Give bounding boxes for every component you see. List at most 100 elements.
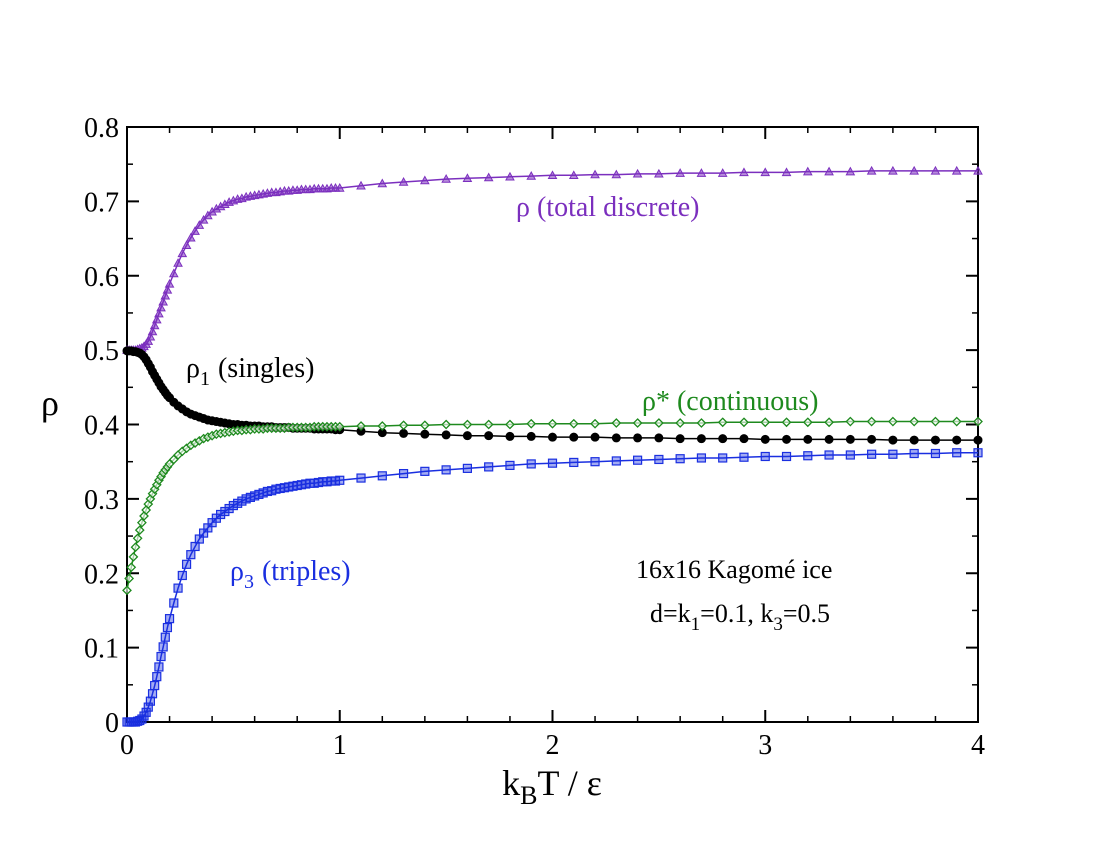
data-point	[335, 475, 345, 485]
y-tick-label: 0.5	[84, 336, 119, 367]
data-point	[398, 468, 409, 479]
data-point	[377, 178, 388, 188]
data-point	[181, 240, 192, 249]
data-point	[177, 248, 188, 258]
data-point	[134, 525, 145, 536]
data-point	[909, 435, 919, 445]
data-point	[781, 451, 792, 462]
data-point	[760, 417, 771, 428]
data-point	[611, 418, 622, 428]
data-point	[611, 456, 621, 466]
data-point	[124, 573, 135, 584]
data-point	[717, 168, 728, 177]
x-axis-title-main: k	[502, 763, 520, 803]
data-point	[930, 165, 941, 175]
data-point	[334, 421, 345, 432]
data-point	[484, 431, 494, 441]
data-point	[462, 463, 472, 473]
data-point	[867, 434, 877, 444]
data-point	[158, 296, 169, 306]
y-tick-label: 0.1	[84, 634, 119, 665]
data-point	[590, 457, 600, 467]
data-point	[824, 166, 834, 176]
data-point	[399, 428, 409, 438]
data-point	[168, 268, 179, 278]
data-point	[909, 448, 919, 459]
data-point	[760, 451, 770, 462]
data-point	[154, 662, 164, 672]
data-point	[420, 429, 430, 439]
y-tick-label: 0.8	[84, 113, 119, 144]
data-point	[675, 418, 686, 428]
data-point	[888, 435, 898, 445]
data-point	[951, 165, 962, 175]
data-point	[803, 451, 813, 461]
data-point	[888, 449, 898, 459]
series-line	[126, 420, 978, 591]
data-point	[420, 175, 430, 185]
x-tick-label: 4	[971, 730, 985, 761]
data-point	[154, 308, 164, 318]
data-point	[951, 416, 962, 427]
data-point	[547, 170, 558, 180]
data-point	[441, 465, 451, 475]
data-point	[909, 165, 920, 175]
data-point	[483, 419, 494, 430]
data-point	[760, 434, 770, 444]
data-point	[654, 168, 664, 178]
data-point	[160, 290, 171, 300]
data-point	[526, 431, 536, 441]
data-point	[156, 302, 166, 312]
data-point	[548, 432, 557, 442]
data-point	[334, 182, 345, 192]
data-point	[145, 696, 156, 706]
data-point	[653, 418, 664, 428]
data-point	[505, 171, 515, 181]
note-system: 16x16 Kagomé ice	[636, 555, 832, 584]
y-tick-label: 0.4	[84, 411, 119, 442]
y-tick-label: 0.7	[84, 187, 119, 218]
data-point	[930, 435, 940, 445]
data-point	[781, 417, 792, 428]
x-axis-title: kBT / ε	[502, 763, 602, 810]
data-point	[156, 651, 166, 662]
data-point	[930, 448, 941, 459]
data-point	[802, 417, 813, 428]
data-point	[547, 458, 558, 468]
data-point	[151, 314, 162, 324]
data-point	[483, 172, 494, 182]
data-point	[887, 416, 898, 427]
data-point	[198, 214, 209, 224]
data-point	[505, 419, 515, 430]
data-point	[760, 167, 771, 177]
data-point	[526, 171, 537, 180]
data-point	[867, 449, 877, 459]
data-point	[845, 166, 856, 176]
data-point	[185, 232, 196, 242]
data-point	[717, 417, 728, 428]
data-point	[141, 707, 151, 717]
data-point	[739, 434, 749, 444]
data-point	[632, 455, 643, 465]
data-point	[152, 672, 162, 682]
data-point	[973, 435, 983, 445]
label-rho-total: ρ (total discrete)	[516, 192, 699, 223]
data-point	[675, 434, 685, 444]
data-point	[173, 258, 183, 267]
y-tick-label: 0	[105, 708, 119, 739]
data-point	[569, 457, 579, 468]
series-square	[122, 448, 983, 727]
data-point	[782, 434, 792, 444]
y-tick-label: 0.6	[84, 262, 119, 293]
data-point	[356, 180, 366, 190]
data-point	[824, 434, 834, 444]
y-tick-label: 0.3	[84, 485, 119, 516]
data-point	[181, 559, 192, 569]
data-point	[505, 431, 515, 441]
data-point	[590, 418, 600, 429]
data-point	[164, 614, 175, 624]
data-point	[130, 542, 141, 553]
data-point	[126, 562, 137, 573]
x-tick-label: 0	[120, 730, 134, 761]
data-point	[158, 642, 168, 652]
